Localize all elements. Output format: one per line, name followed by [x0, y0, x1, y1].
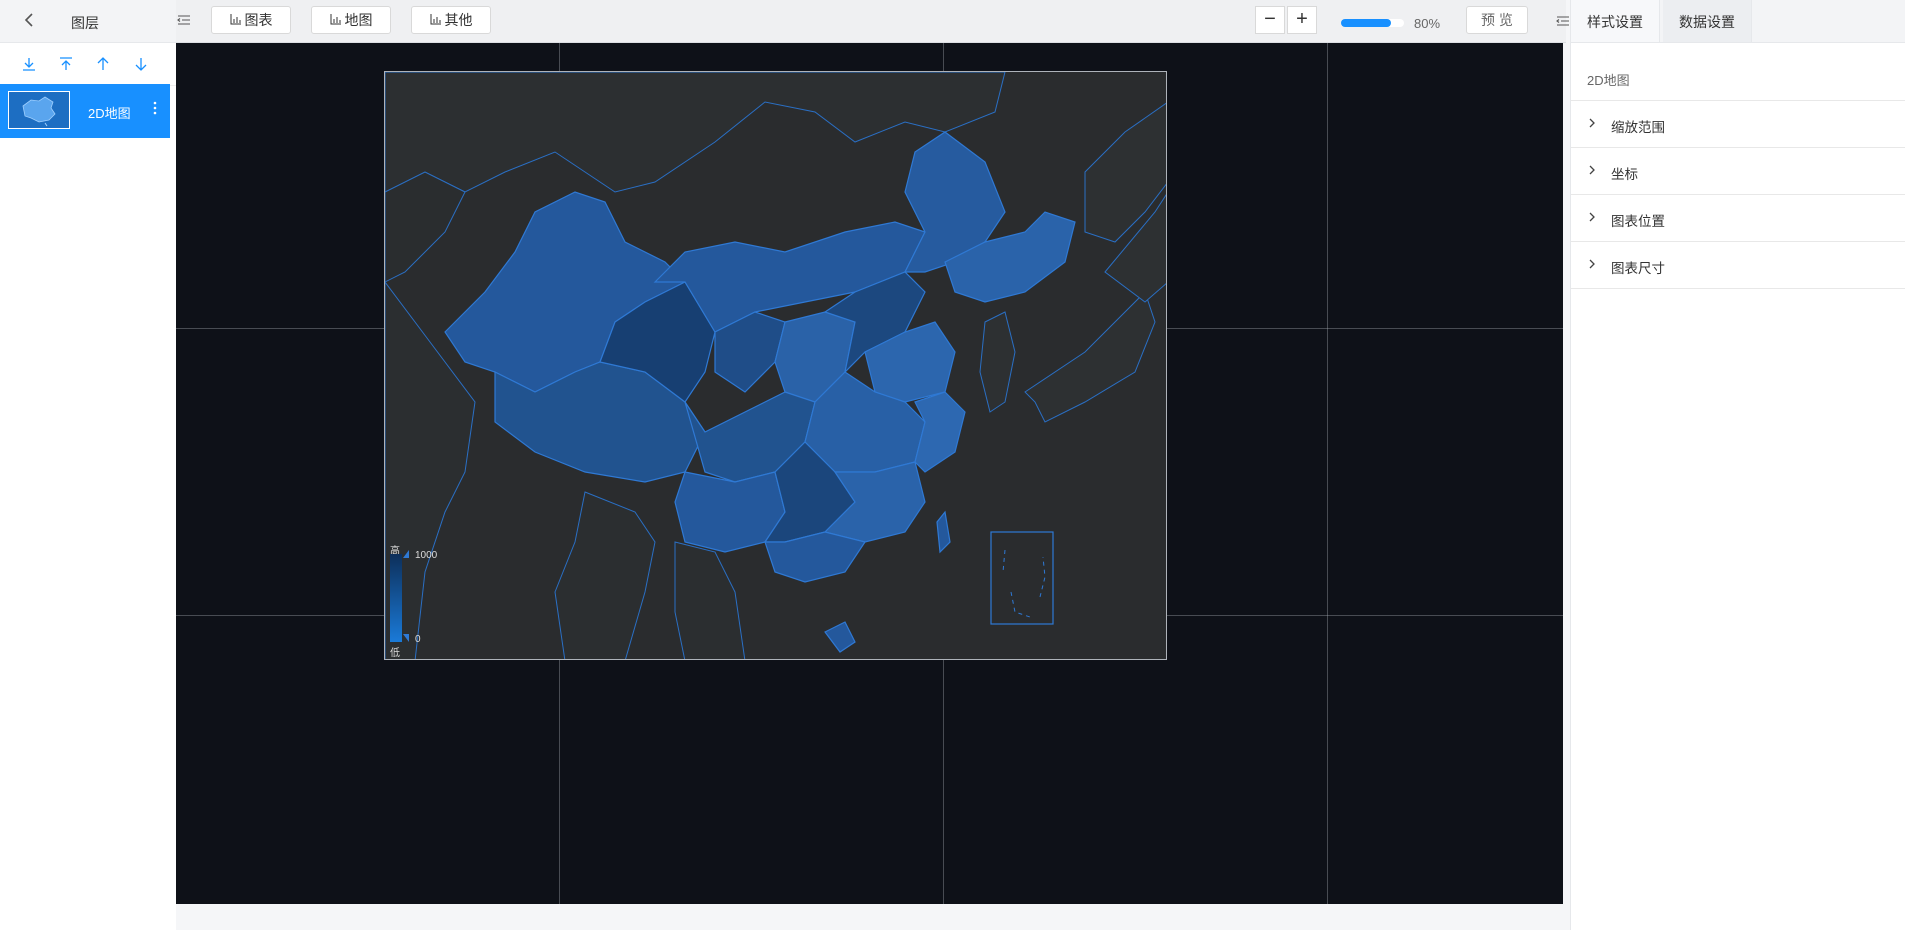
more-vertical-icon[interactable]: [150, 99, 160, 121]
setting-row-chart-size[interactable]: 图表尺寸: [1571, 242, 1905, 288]
map-chart-widget[interactable]: 高 1000 0 低: [384, 71, 1167, 660]
bar-chart-icon: [430, 12, 442, 28]
chevron-right-icon: [1587, 211, 1597, 226]
layer-thumbnail: [8, 91, 70, 129]
zoom-level-label: 80%: [1414, 16, 1441, 31]
legend-min-value: 0: [415, 634, 421, 645]
legend-high-label: 高: [390, 546, 400, 557]
add-map-label: 地图: [344, 12, 373, 28]
tab-data-settings[interactable]: 数据设置: [1663, 0, 1752, 42]
add-other-button[interactable]: 其他: [411, 6, 491, 34]
zoom-slider[interactable]: [1341, 19, 1404, 27]
legend-handle-bottom-icon[interactable]: [403, 634, 409, 642]
move-to-top-icon[interactable]: [56, 54, 76, 74]
chevron-right-icon: [1587, 258, 1597, 273]
layers-panel: 图层 2D地图: [0, 0, 176, 930]
bar-chart-icon: [330, 12, 342, 28]
divider: [1571, 100, 1905, 101]
collapse-right-panel-icon[interactable]: [1556, 14, 1570, 28]
divider: [1571, 288, 1905, 289]
setting-row-label: 缩放范围: [1611, 120, 1665, 135]
layer-name: 2D地图: [88, 106, 131, 121]
add-chart-button[interactable]: 图表: [211, 6, 291, 34]
editor-canvas[interactable]: 高 1000 0 低: [176, 42, 1563, 904]
divider: [1571, 194, 1905, 195]
divider: [1571, 147, 1905, 148]
component-title: 2D地图: [1587, 73, 1630, 88]
map-legend: 高 1000 0 低: [389, 542, 449, 659]
add-map-button[interactable]: 地图: [311, 6, 391, 34]
grid-guide-vertical: [1327, 42, 1328, 904]
settings-tabs: 样式设置 数据设置: [1571, 0, 1905, 43]
legend-max-value: 1000: [415, 550, 438, 561]
layer-item-2d-map[interactable]: 2D地图: [0, 84, 170, 138]
zoom-in-button[interactable]: +: [1287, 6, 1317, 34]
preview-button[interactable]: 预 览: [1466, 6, 1528, 34]
chevron-right-icon: [1587, 164, 1597, 179]
move-to-bottom-icon[interactable]: [19, 54, 39, 74]
setting-row-chart-position[interactable]: 图表位置: [1571, 195, 1905, 241]
layers-panel-header: 图层: [0, 0, 176, 43]
layer-order-toolbar: [0, 43, 176, 86]
chevron-right-icon: [1587, 117, 1597, 132]
legend-low-label: 低: [390, 648, 400, 659]
china-map-svg: [385, 72, 1166, 659]
add-chart-label: 图表: [244, 12, 273, 28]
settings-panel: 样式设置 数据设置 2D地图 缩放范围 坐标 图表位置 图表尺寸: [1570, 0, 1905, 930]
collapse-left-panel-icon[interactable]: [177, 13, 191, 27]
setting-row-label: 图表尺寸: [1611, 261, 1665, 276]
top-toolbar: 图表 地图 其他 − + 80% 预 览: [176, 0, 1569, 43]
add-other-label: 其他: [444, 12, 473, 28]
chevron-left-icon[interactable]: [20, 10, 40, 30]
setting-row-coordinates[interactable]: 坐标: [1571, 148, 1905, 194]
zoom-out-button[interactable]: −: [1255, 6, 1285, 34]
divider: [1571, 241, 1905, 242]
legend-gradient-bar: [390, 554, 402, 642]
move-down-icon[interactable]: [131, 54, 151, 74]
setting-row-label: 图表位置: [1611, 214, 1665, 229]
layers-panel-title: 图层: [71, 15, 99, 31]
move-up-icon[interactable]: [93, 54, 113, 74]
zoom-slider-fill: [1341, 19, 1392, 27]
bar-chart-icon: [230, 12, 242, 28]
tab-style-settings[interactable]: 样式设置: [1571, 0, 1660, 42]
setting-row-zoom-range[interactable]: 缩放范围: [1571, 101, 1905, 147]
legend-handle-top-icon[interactable]: [403, 550, 409, 558]
setting-row-label: 坐标: [1611, 167, 1638, 182]
